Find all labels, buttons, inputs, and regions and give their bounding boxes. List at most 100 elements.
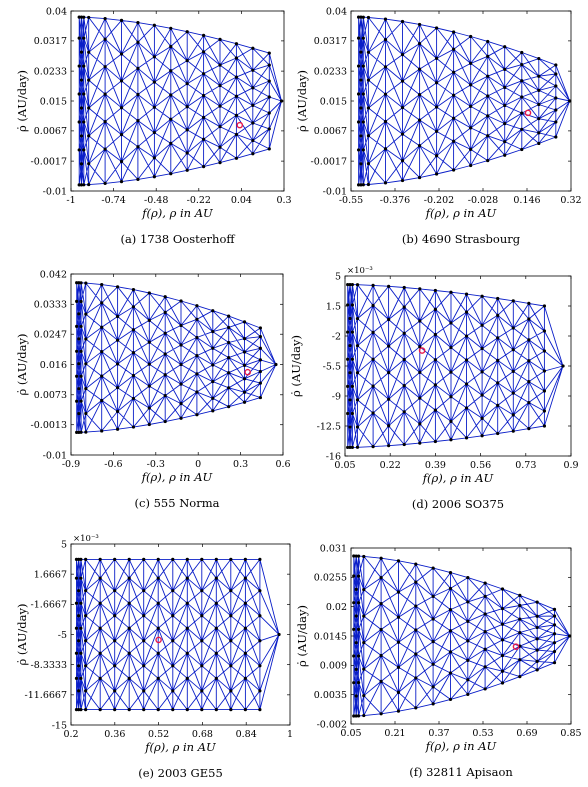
mesh-node — [496, 336, 500, 340]
mesh-node — [400, 106, 405, 110]
mesh-node — [417, 118, 422, 122]
mesh-node — [79, 601, 83, 605]
mesh-node — [500, 669, 505, 673]
mesh-node — [211, 380, 215, 384]
mesh-node — [469, 61, 473, 65]
y-axis-label: ρ̇ (AU/day) — [15, 334, 29, 396]
mesh-node — [100, 282, 104, 287]
mesh-node — [449, 345, 453, 350]
mesh-node — [354, 714, 358, 718]
x-tick-label: 0.21 — [384, 728, 405, 739]
mesh-node — [274, 362, 278, 367]
mesh-node — [77, 312, 81, 316]
mesh-node — [82, 120, 86, 124]
mesh-node — [527, 427, 531, 431]
mesh-node — [434, 56, 439, 61]
x-tick-label: 0.2 — [63, 729, 78, 740]
mesh-node — [229, 589, 233, 593]
mesh-node — [214, 576, 218, 580]
mesh-node — [227, 356, 231, 360]
mesh-node — [200, 664, 204, 668]
mesh-node — [448, 650, 453, 654]
mesh-node — [496, 403, 500, 407]
mesh-node — [152, 105, 156, 109]
mesh-node — [361, 64, 365, 68]
y-tick-label: -0.01 — [43, 450, 67, 461]
mesh-node — [242, 350, 247, 354]
x-tick-label: 0.6 — [275, 459, 290, 470]
mesh-node — [147, 422, 151, 427]
mesh-node — [115, 314, 120, 319]
mesh-node — [84, 411, 88, 416]
mesh-node — [379, 601, 383, 606]
mesh-node — [234, 56, 239, 60]
mesh-edges — [76, 558, 280, 711]
mesh-node — [200, 708, 204, 712]
mesh-node — [402, 331, 406, 335]
mesh-node — [115, 409, 120, 414]
mesh-node — [98, 708, 102, 712]
mesh-node — [352, 681, 356, 685]
mesh-node — [156, 626, 160, 630]
x-tick-label: 0.85 — [560, 728, 581, 739]
mesh-node — [359, 106, 363, 110]
mesh-node — [79, 78, 84, 82]
mesh-node — [379, 556, 383, 560]
mesh-node — [163, 331, 167, 335]
mesh-node — [361, 120, 365, 124]
y-tick-label: 0.0145 — [314, 631, 347, 642]
mesh-node — [414, 562, 418, 566]
mesh-node — [414, 652, 418, 656]
mesh-node — [469, 83, 473, 87]
mesh-node — [480, 393, 484, 397]
mesh-node — [251, 138, 255, 143]
mesh-node — [387, 397, 391, 401]
mesh-node — [366, 162, 371, 166]
mesh-node — [414, 604, 418, 608]
mesh-node — [84, 430, 88, 434]
mesh-node — [258, 381, 262, 385]
y-tick-label: 0.0233 — [34, 66, 67, 77]
chart-panel-a: -1 -0.74 -0.48 -0.22 0.04 0.3 0.04 0.0317 0.0233… — [15, 6, 292, 246]
mesh-node — [500, 622, 505, 626]
chart-panel-f: 0.05 0.21 0.37 0.53 0.69 0.85 0.031 0.0255 0.02 0… — [295, 543, 582, 779]
mesh-node — [511, 429, 515, 433]
mesh-node — [87, 78, 91, 82]
mesh-node — [185, 128, 189, 132]
mesh-node — [195, 390, 199, 394]
mesh-node — [136, 92, 140, 97]
mesh-node — [200, 639, 204, 643]
mesh-node — [356, 627, 361, 631]
mesh-node — [103, 147, 107, 151]
y-tick-label: 0.0035 — [314, 690, 347, 701]
y-tick-label: 0.009 — [320, 661, 347, 672]
mesh-node — [218, 145, 222, 149]
mesh-node — [433, 408, 437, 412]
y-tick-label: -16 — [326, 451, 341, 462]
mesh-nodes — [75, 281, 278, 434]
x-tick-label: 0.04 — [231, 195, 252, 206]
mesh-node — [554, 72, 558, 76]
mesh-node — [511, 348, 515, 352]
y-tick-label: 0.0067 — [314, 126, 347, 137]
mesh-node — [466, 692, 470, 697]
mesh-node — [156, 601, 160, 605]
mesh-node — [356, 36, 361, 40]
mesh-node — [115, 285, 120, 289]
x-tick-label: -0.202 — [424, 195, 454, 206]
mesh-node — [500, 606, 505, 611]
x-tick-label: -0.028 — [468, 195, 498, 206]
y-tick-label: -0.01 — [323, 186, 347, 197]
mesh-node — [201, 72, 206, 76]
mesh-node — [414, 628, 418, 632]
mesh-node — [449, 395, 453, 399]
x-tick-label: 0.36 — [104, 729, 125, 740]
mesh-node — [169, 69, 173, 73]
mesh-node — [103, 92, 107, 96]
mesh-node — [84, 362, 88, 366]
x-tick-label: 0.9 — [563, 460, 578, 471]
mesh-node — [464, 358, 469, 362]
x-tick-label: 0.37 — [428, 728, 449, 739]
mesh-node — [366, 78, 371, 82]
x-tick-label: 0.3 — [233, 459, 248, 470]
